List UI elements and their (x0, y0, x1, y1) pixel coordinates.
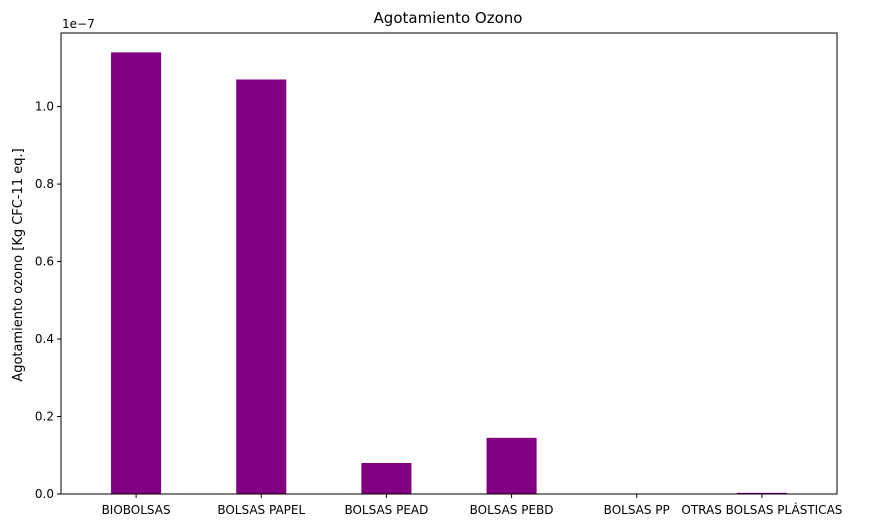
x-tick-label: BIOBOLSAS (102, 503, 171, 517)
y-tick-label: 0.4 (35, 332, 54, 346)
y-axis-ticks: 0.0 0.2 0.4 0.6 0.8 1.0 (35, 100, 61, 501)
y-axis-label: Agotamiento ozono [Kg CFC-11 eq.] (11, 148, 26, 381)
y-tick-label: 0.0 (35, 487, 54, 501)
y-tick-label: 1.0 (35, 100, 54, 114)
y-tick-label: 0.2 (35, 410, 54, 424)
plot-area-frame (60, 32, 838, 495)
x-axis-ticks: BIOBOLSAS BOLSAS PAPEL BOLSAS PEAD BOLSAS P… (102, 494, 842, 517)
x-tick-label: OTRAS BOLSAS PLÁSTICAS (681, 502, 842, 517)
x-tick-label: BOLSAS PP (604, 503, 670, 517)
bar-3 (486, 437, 537, 494)
bar-2 (361, 463, 412, 494)
bar-0 (111, 52, 162, 495)
y-axis-offset-label: 1e−7 (62, 17, 95, 31)
x-tick-label: BOLSAS PAPEL (217, 503, 305, 517)
bars-group (111, 52, 787, 495)
bar-1 (236, 79, 287, 495)
bar-5 (736, 492, 787, 494)
chart-title: Agotamiento Ozono (374, 9, 523, 27)
x-tick-label: BOLSAS PEAD (344, 503, 428, 517)
x-tick-label: BOLSAS PEBD (470, 503, 554, 517)
y-tick-label: 0.8 (35, 177, 54, 191)
y-tick-label: 0.6 (35, 255, 54, 269)
